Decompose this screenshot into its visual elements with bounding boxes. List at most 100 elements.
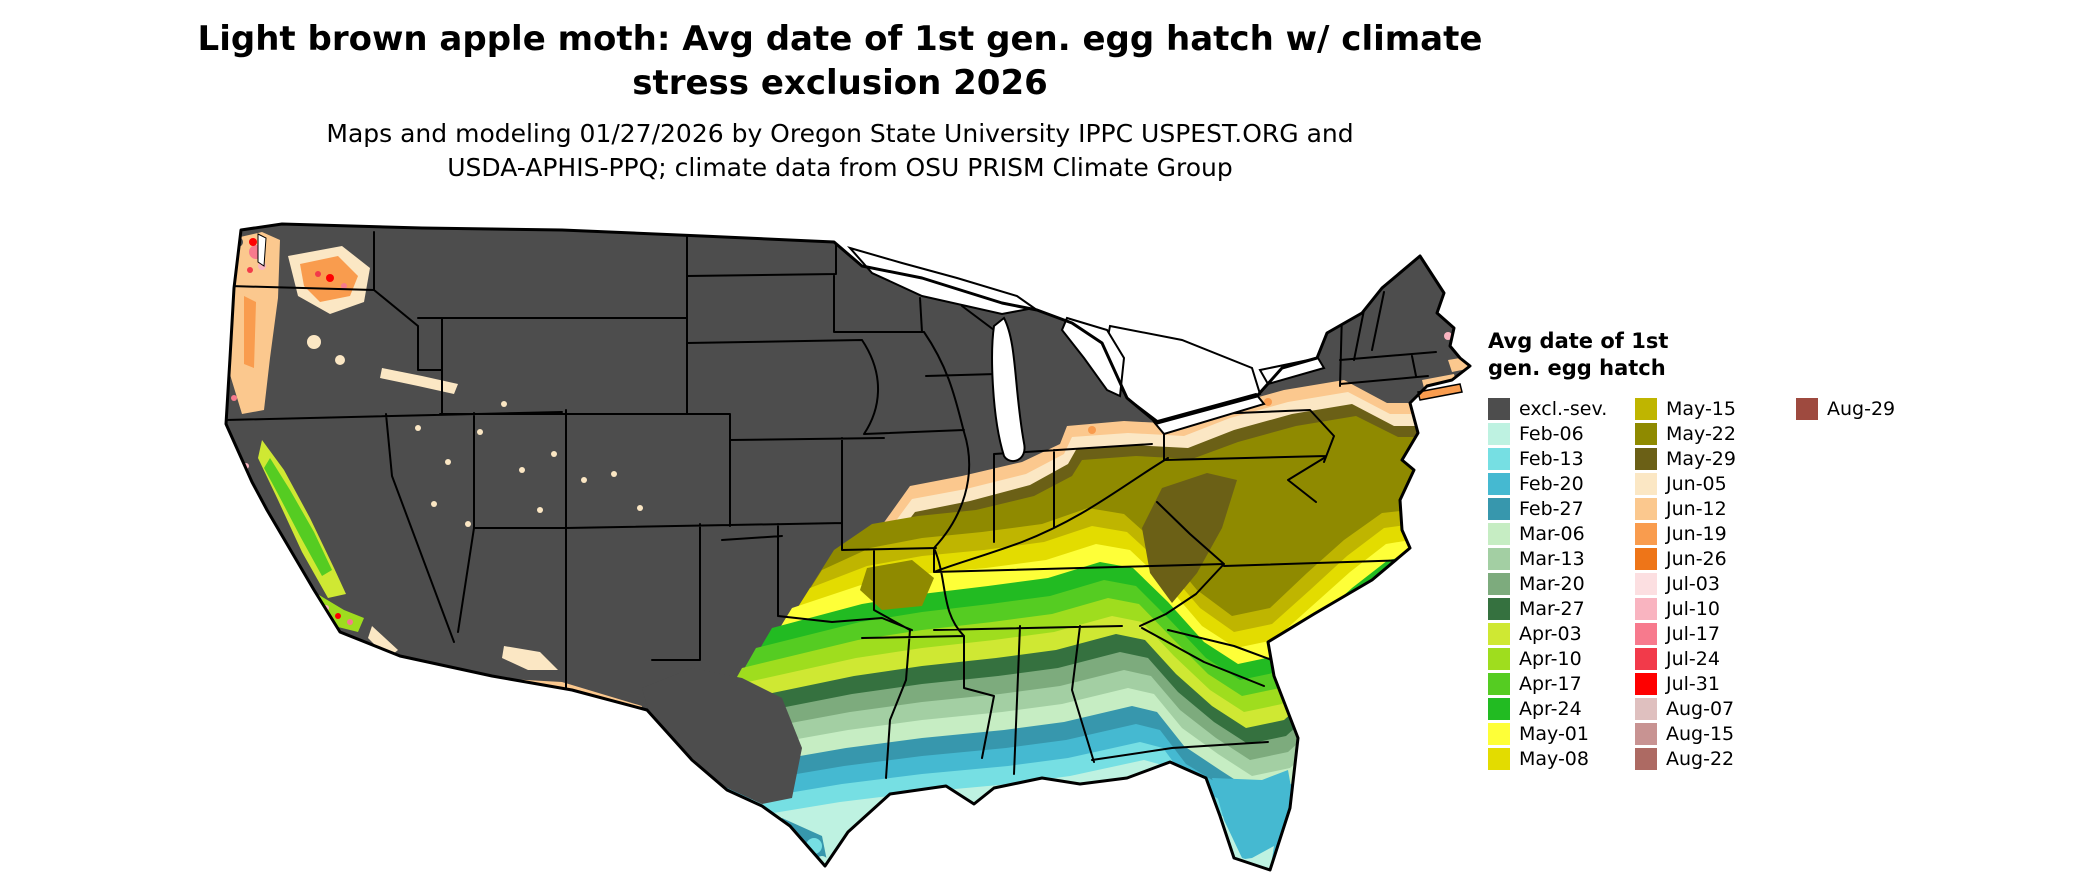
legend-swatch <box>1488 648 1510 671</box>
legend-item: Feb-20 <box>1488 472 1617 497</box>
legend-label: Mar-20 <box>1519 573 1585 596</box>
legend-swatch <box>1488 623 1510 646</box>
lake-michigan <box>991 316 1026 463</box>
great-basin-speckles <box>415 401 643 527</box>
legend-label: Aug-07 <box>1666 698 1735 721</box>
long-island <box>1417 383 1463 401</box>
legend-title-line-1: Avg date of 1st <box>1488 329 1669 353</box>
legend-label: Jun-05 <box>1666 473 1727 496</box>
legend-swatch <box>1488 673 1510 696</box>
lake-huron <box>1060 316 1126 398</box>
page-title: Light brown apple moth: Avg date of 1st … <box>0 18 1680 105</box>
legend-swatch <box>1488 723 1510 746</box>
florida-tip <box>1238 846 1274 870</box>
legend-swatch <box>1635 723 1657 746</box>
legend-label: May-15 <box>1666 398 1736 421</box>
legend-item: Aug-07 <box>1635 697 1778 722</box>
legend-swatch <box>1635 548 1657 571</box>
legend-swatch <box>1796 398 1818 421</box>
legend-swatch <box>1635 748 1657 771</box>
legend-label: Jun-19 <box>1666 523 1727 546</box>
legend-label: Apr-10 <box>1519 648 1582 671</box>
legend-label: Jun-12 <box>1666 498 1727 521</box>
legend-swatch <box>1635 473 1657 496</box>
figure-subtitle: Maps and modeling 01/27/2026 by Oregon S… <box>0 117 1680 184</box>
legend-label: Feb-27 <box>1519 498 1584 521</box>
puget-sound <box>257 233 267 267</box>
legend-label: Feb-06 <box>1519 423 1584 446</box>
legend-label: May-08 <box>1519 748 1589 771</box>
legend-item: Apr-24 <box>1488 697 1617 722</box>
legend-label: Aug-29 <box>1827 398 1896 421</box>
legend-item: Apr-10 <box>1488 647 1617 672</box>
legend-label: Mar-27 <box>1519 598 1585 621</box>
willamette-valley <box>244 296 256 368</box>
trans-pecos-exclusion <box>642 668 802 804</box>
legend-item: Jun-26 <box>1635 547 1778 572</box>
legend-item: May-08 <box>1488 747 1617 772</box>
title-line-2: stress exclusion 2026 <box>632 62 1048 103</box>
imperial-valley <box>368 626 398 658</box>
legend-label: Jul-31 <box>1666 673 1720 696</box>
legend-item: Jul-10 <box>1635 597 1778 622</box>
phoenix-patch <box>502 646 558 670</box>
legend-label: Jun-26 <box>1666 548 1727 571</box>
legend-item: Aug-29 <box>1796 397 1895 422</box>
legend-swatch <box>1635 623 1657 646</box>
legend-item: Jul-31 <box>1635 672 1778 697</box>
legend-item: Aug-22 <box>1635 747 1778 772</box>
legend-label: Aug-22 <box>1666 748 1735 771</box>
legend-swatch <box>1488 748 1510 771</box>
legend-item: Mar-27 <box>1488 597 1617 622</box>
subtitle-line-2: USDA-APHIS-PPQ; climate data from OSU PR… <box>447 152 1233 182</box>
legend-swatch <box>1635 573 1657 596</box>
legend-swatch <box>1488 398 1510 421</box>
legend-item: Apr-03 <box>1488 622 1617 647</box>
subtitle-line-1: Maps and modeling 01/27/2026 by Oregon S… <box>326 119 1354 149</box>
legend-label: Jul-03 <box>1666 573 1720 596</box>
legend-label: Feb-20 <box>1519 473 1584 496</box>
ozarks-patch <box>860 560 934 610</box>
map-state-borders <box>226 231 1437 779</box>
legend-swatch <box>1635 423 1657 446</box>
legend-item: May-15 <box>1635 397 1778 422</box>
legend-label: Apr-24 <box>1519 698 1582 721</box>
legend-item: Jun-05 <box>1635 472 1778 497</box>
legend: Avg date of 1st gen. egg hatch excl.-sev… <box>1488 328 1895 772</box>
legend-item: Mar-20 <box>1488 572 1617 597</box>
legend-item: Mar-06 <box>1488 522 1617 547</box>
legend-label: Jul-10 <box>1666 598 1720 621</box>
legend-swatch <box>1635 523 1657 546</box>
legend-swatch <box>1488 523 1510 546</box>
legend-item: Jun-19 <box>1635 522 1778 547</box>
map-outline <box>224 222 1472 872</box>
legend-swatch <box>1488 498 1510 521</box>
legend-item: Feb-06 <box>1488 422 1617 447</box>
legend-title: Avg date of 1st gen. egg hatch <box>1488 328 1895 383</box>
legend-label: Apr-17 <box>1519 673 1582 696</box>
legend-label: Jul-24 <box>1666 648 1720 671</box>
legend-swatch <box>1635 648 1657 671</box>
us-map <box>224 222 1472 872</box>
legend-swatch <box>1488 698 1510 721</box>
appalachia-patch <box>1142 473 1237 603</box>
legend-item: Jul-03 <box>1635 572 1778 597</box>
legend-label: May-29 <box>1666 448 1736 471</box>
snake-river-plain <box>380 368 458 394</box>
legend-swatch <box>1635 698 1657 721</box>
legend-swatch <box>1635 673 1657 696</box>
legend-swatch <box>1635 498 1657 521</box>
legend-label: May-22 <box>1666 423 1736 446</box>
legend-label: Aug-15 <box>1666 723 1735 746</box>
title-line-1: Light brown apple moth: Avg date of 1st … <box>197 19 1483 59</box>
legend-item: May-22 <box>1635 422 1778 447</box>
central-valley-core <box>264 458 332 576</box>
legend-column-1: excl.-sev. Feb-06 Feb-13 Feb-20 Feb-27 Mar-06… <box>1488 397 1617 772</box>
legend-swatch <box>1488 473 1510 496</box>
legend-swatch <box>1488 548 1510 571</box>
legend-item: Feb-13 <box>1488 447 1617 472</box>
us-map-container <box>222 218 1472 892</box>
legend-label: Mar-06 <box>1519 523 1585 546</box>
legend-columns: excl.-sev. Feb-06 Feb-13 Feb-20 Feb-27 Mar-06… <box>1488 397 1895 772</box>
legend-item: Feb-27 <box>1488 497 1617 522</box>
